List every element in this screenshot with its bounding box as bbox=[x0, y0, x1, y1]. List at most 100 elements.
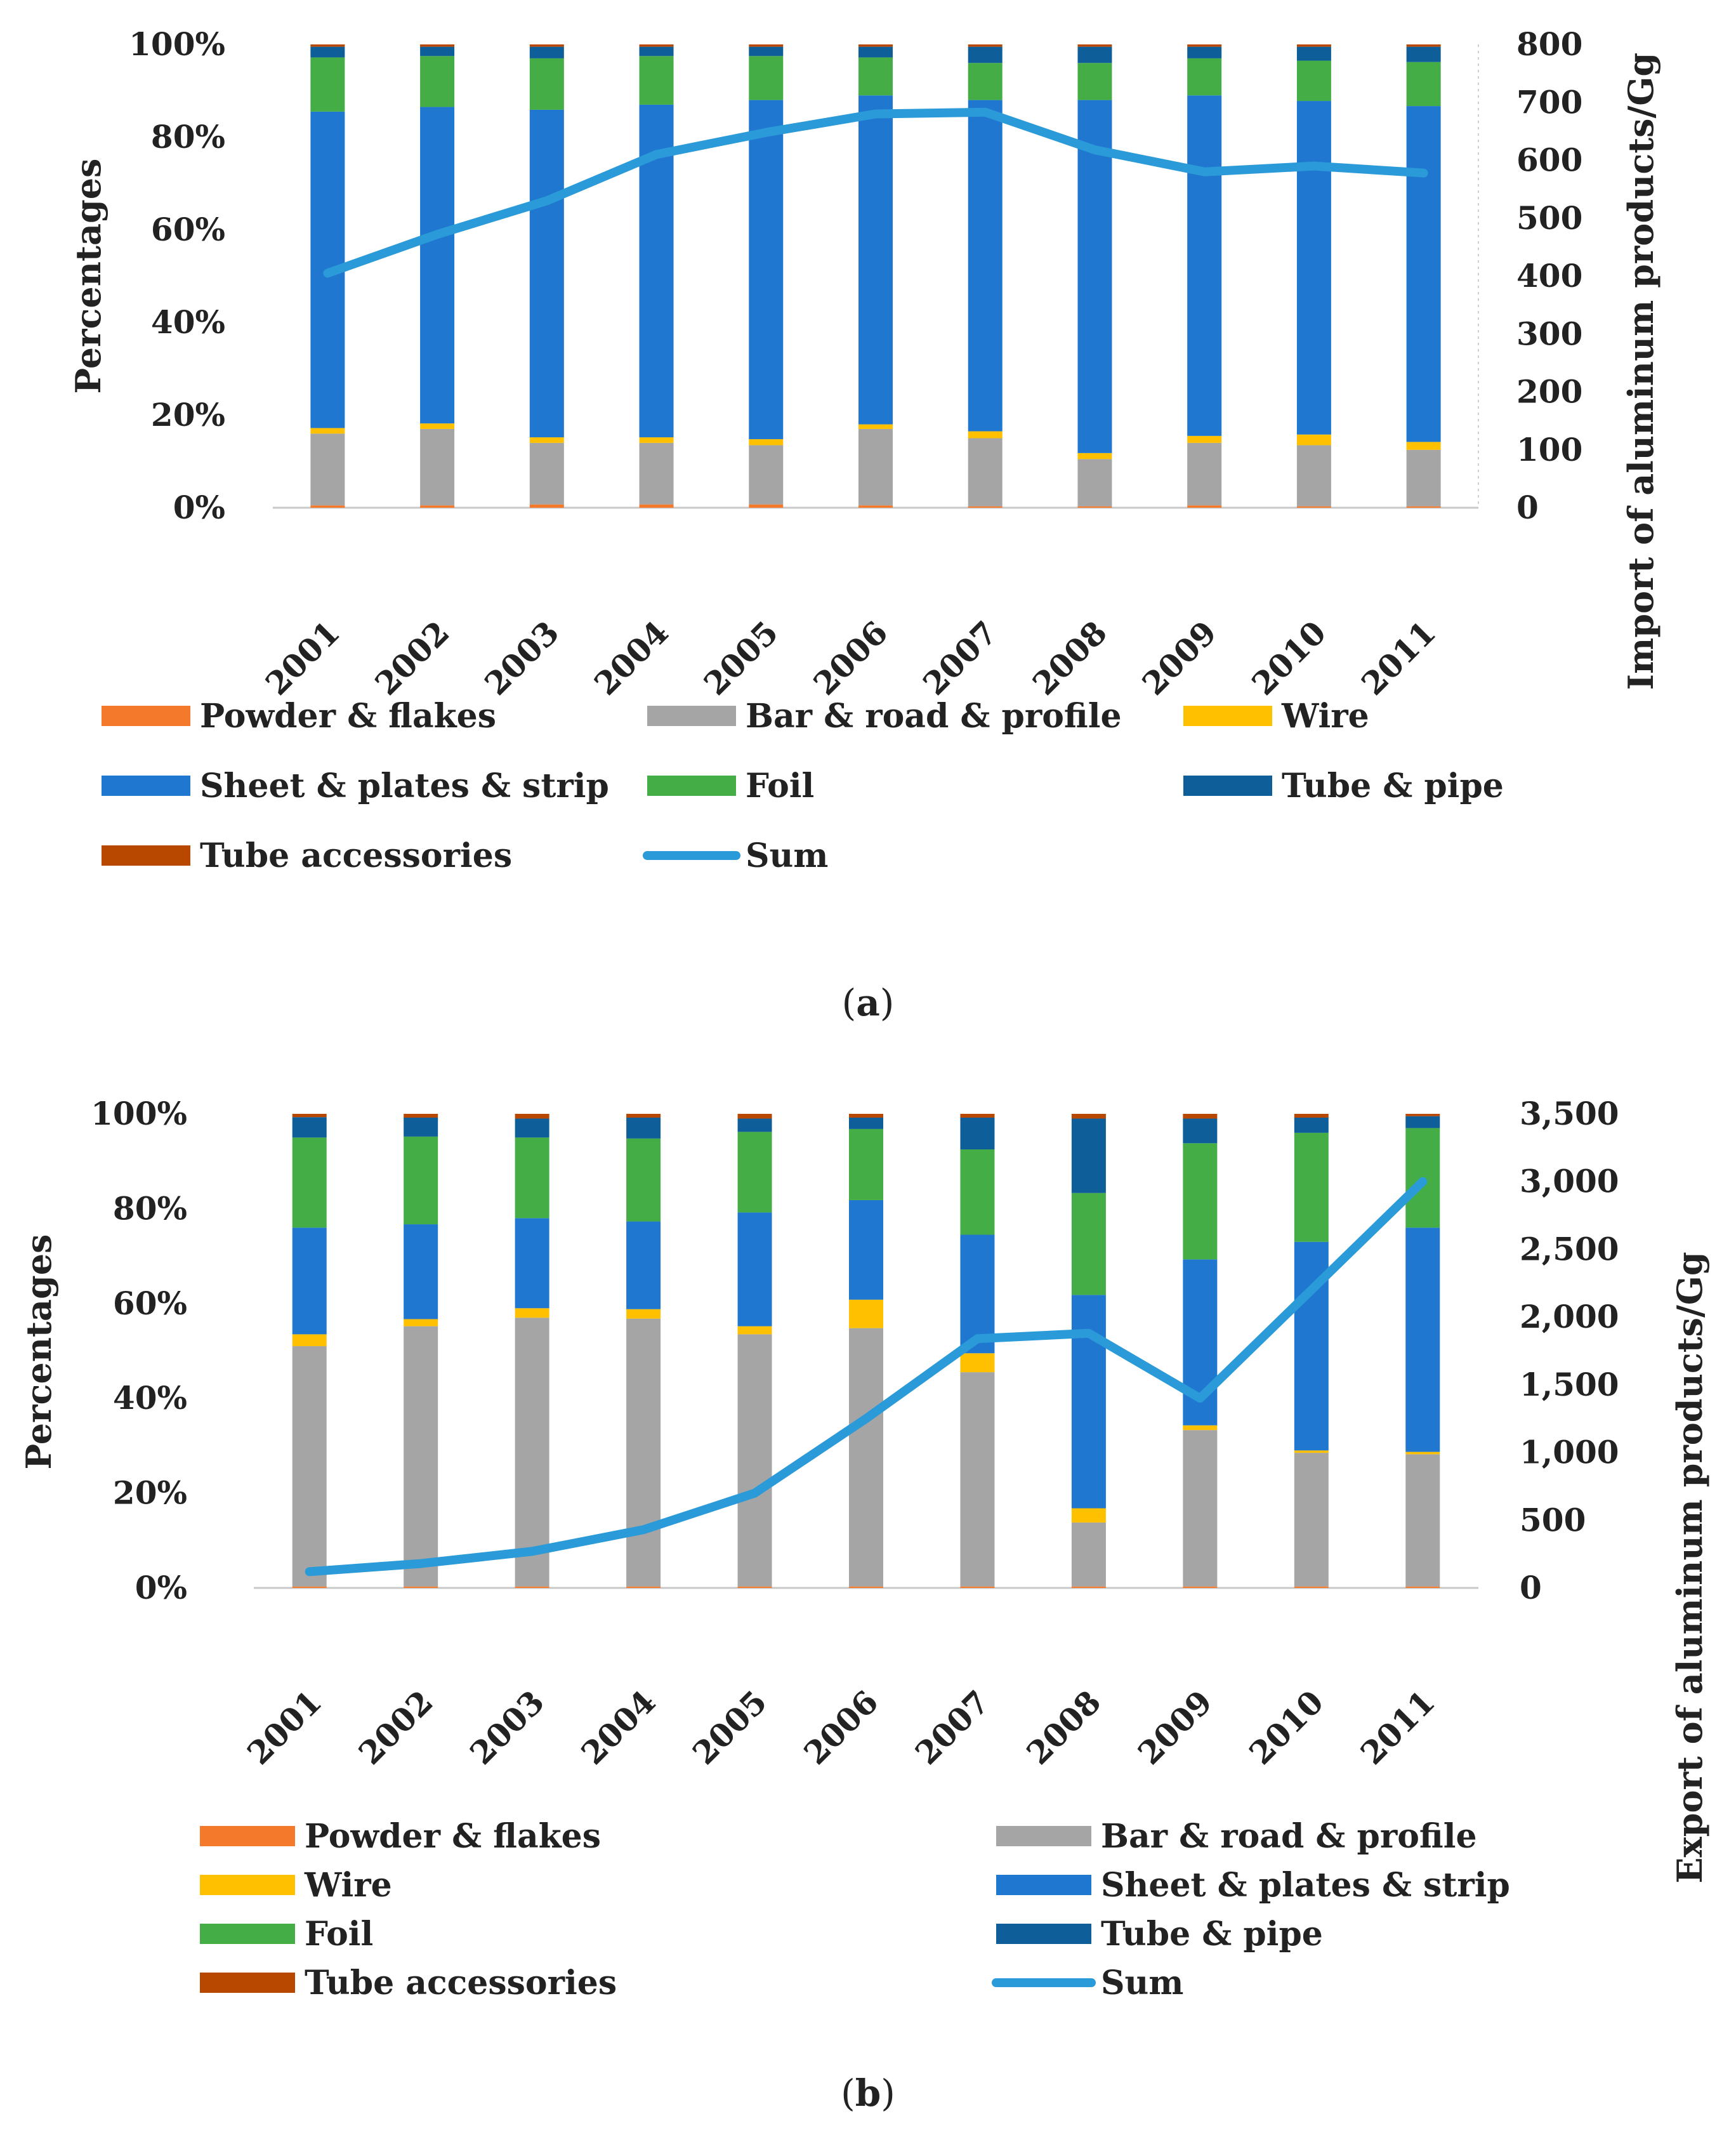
bar-segment-bar-and-road-and-profile bbox=[749, 445, 784, 505]
sum-point bbox=[977, 1338, 978, 1340]
y-right-tick-label: 500 bbox=[1520, 1501, 1586, 1538]
bar-segment-tube-and-pipe bbox=[515, 1118, 549, 1138]
bar-segment-powder-and-flakes bbox=[849, 1586, 883, 1588]
bar-segment-sheet-and-plates-and-strip bbox=[292, 1227, 327, 1335]
bar-segment-foil bbox=[968, 63, 1003, 100]
y-left-tick-label: 20% bbox=[151, 396, 225, 433]
sum-point bbox=[1313, 165, 1315, 167]
bar-segment-wire bbox=[968, 431, 1003, 439]
sum-point bbox=[865, 1418, 867, 1420]
y-right-tick-label: 700 bbox=[1516, 83, 1582, 121]
legend-label-sheet-and-plates-and-strip: Sheet & plates & strip bbox=[1101, 1866, 1510, 1905]
y-right-tick-label: 0 bbox=[1520, 1569, 1542, 1606]
bar-segment-powder-and-flakes bbox=[1187, 505, 1222, 508]
sum-point bbox=[420, 1563, 422, 1564]
bar-segment-powder-and-flakes bbox=[858, 505, 893, 508]
bar-segment-bar-and-road-and-profile bbox=[858, 428, 893, 506]
bar-segment-sheet-and-plates-and-strip bbox=[626, 1221, 661, 1309]
bar-segment-wire bbox=[626, 1309, 661, 1319]
bar-segment-foil bbox=[1406, 62, 1441, 107]
bar-segment-bar-and-road-and-profile bbox=[626, 1318, 661, 1587]
bar-segment-tube-accessories bbox=[515, 1114, 549, 1119]
bar-segment-sheet-and-plates-and-strip bbox=[849, 1200, 883, 1300]
bar-segment-wire bbox=[529, 437, 564, 443]
bar-segment-wire bbox=[310, 428, 345, 434]
bar-segment-tube-accessories bbox=[1405, 1114, 1440, 1116]
bar-segment-powder-and-flakes bbox=[310, 505, 345, 508]
bar-segment-tube-accessories bbox=[310, 44, 345, 47]
bar-segment-tube-and-pipe bbox=[737, 1118, 772, 1132]
bar-segment-tube-and-pipe bbox=[1294, 1117, 1329, 1133]
y-left-tick-label: 20% bbox=[113, 1474, 187, 1512]
bar-segment-tube-and-pipe bbox=[639, 46, 674, 56]
bar-segment-bar-and-road-and-profile bbox=[1294, 1453, 1329, 1587]
sum-point bbox=[655, 154, 657, 155]
bar-segment-sheet-and-plates-and-strip bbox=[1406, 106, 1441, 442]
y-right-tick-label: 3,000 bbox=[1520, 1163, 1619, 1200]
bar-segment-foil bbox=[420, 56, 455, 107]
bar-segment-powder-and-flakes bbox=[1077, 506, 1112, 508]
panel-label-letter: a bbox=[856, 981, 880, 1024]
legend-swatch-tube-and-pipe bbox=[996, 1924, 1091, 1944]
bar-segment-foil bbox=[1294, 1132, 1329, 1242]
bar-segment-bar-and-road-and-profile bbox=[420, 428, 455, 506]
panel-label-letter: b bbox=[855, 2072, 881, 2115]
bar-segment-foil bbox=[1187, 58, 1222, 96]
legend-label-wire: Wire bbox=[304, 1866, 392, 1905]
y-right-tick-label: 0 bbox=[1516, 489, 1539, 526]
bar-segment-tube-accessories bbox=[968, 44, 1003, 47]
bar-segment-wire bbox=[1071, 1508, 1106, 1523]
sum-point bbox=[546, 200, 548, 202]
bar-segment-wire bbox=[1183, 1425, 1218, 1431]
bar-segment-tube-and-pipe bbox=[529, 46, 564, 58]
bar-segment-powder-and-flakes bbox=[529, 504, 564, 508]
bar-segment-bar-and-road-and-profile bbox=[1071, 1522, 1106, 1587]
bar-segment-bar-and-road-and-profile bbox=[1077, 459, 1112, 506]
bar-segment-powder-and-flakes bbox=[1183, 1586, 1218, 1588]
y-right-tick-label: 600 bbox=[1516, 142, 1582, 179]
bar-segment-bar-and-road-and-profile bbox=[960, 1372, 995, 1587]
bar-segment-wire bbox=[1296, 434, 1331, 446]
bar-segment-wire bbox=[404, 1319, 438, 1326]
bar-segment-bar-and-road-and-profile bbox=[1296, 445, 1331, 506]
legend-swatch-tube-accessories bbox=[200, 1973, 295, 1993]
bar-segment-wire bbox=[849, 1299, 883, 1328]
y-right-axis-title: Import of aluminum products/Gg bbox=[1621, 53, 1661, 690]
sum-point bbox=[1310, 1289, 1312, 1291]
legend-swatch-powder-and-flakes bbox=[102, 706, 190, 726]
bar-segment-foil bbox=[404, 1136, 438, 1225]
y-left-tick-label: 0% bbox=[173, 489, 225, 526]
sum-point bbox=[1199, 1398, 1201, 1399]
legend-swatch-sheet-and-plates-and-strip bbox=[996, 1875, 1091, 1895]
bar-segment-foil bbox=[1183, 1143, 1218, 1260]
bar-segment-powder-and-flakes bbox=[1406, 506, 1441, 508]
y-left-tick-label: 0% bbox=[135, 1569, 187, 1606]
sum-point bbox=[643, 1529, 645, 1531]
y-right-tick-label: 2,500 bbox=[1520, 1230, 1619, 1267]
bar-segment-wire bbox=[960, 1353, 995, 1373]
bar-segment-wire bbox=[749, 439, 784, 446]
legend-swatch-foil bbox=[200, 1924, 295, 1944]
y-right-tick-label: 2,000 bbox=[1520, 1298, 1619, 1335]
legend-swatch-wire bbox=[200, 1875, 295, 1895]
bar-segment-tube-accessories bbox=[404, 1114, 438, 1118]
legend-label-wire: Wire bbox=[1281, 697, 1369, 736]
y-left-tick-label: 40% bbox=[151, 303, 225, 341]
bar-segment-tube-accessories bbox=[1077, 44, 1112, 47]
bar-segment-bar-and-road-and-profile bbox=[310, 433, 345, 506]
bar-segment-tube-accessories bbox=[1294, 1114, 1329, 1118]
bar-segment-tube-accessories bbox=[626, 1114, 661, 1118]
bar-segment-tube-and-pipe bbox=[858, 46, 893, 58]
y-right-axis-title: Export of aluminum products/Gg bbox=[1669, 1252, 1710, 1883]
y-right-tick-label: 200 bbox=[1516, 373, 1582, 411]
bar-segment-tube-and-pipe bbox=[1183, 1118, 1218, 1144]
bar-segment-wire bbox=[639, 437, 674, 443]
legend-swatch-tube-and-pipe bbox=[1183, 776, 1272, 796]
legend-label-bar-and-road-and-profile: Bar & road & profile bbox=[1101, 1817, 1477, 1856]
bar-segment-tube-and-pipe bbox=[1077, 46, 1112, 63]
bar-segment-powder-and-flakes bbox=[639, 504, 674, 508]
bar-segment-foil bbox=[960, 1149, 995, 1235]
bar-segment-sheet-and-plates-and-strip bbox=[529, 109, 564, 438]
sum-point bbox=[984, 111, 986, 113]
y-left-tick-label: 60% bbox=[151, 211, 225, 248]
